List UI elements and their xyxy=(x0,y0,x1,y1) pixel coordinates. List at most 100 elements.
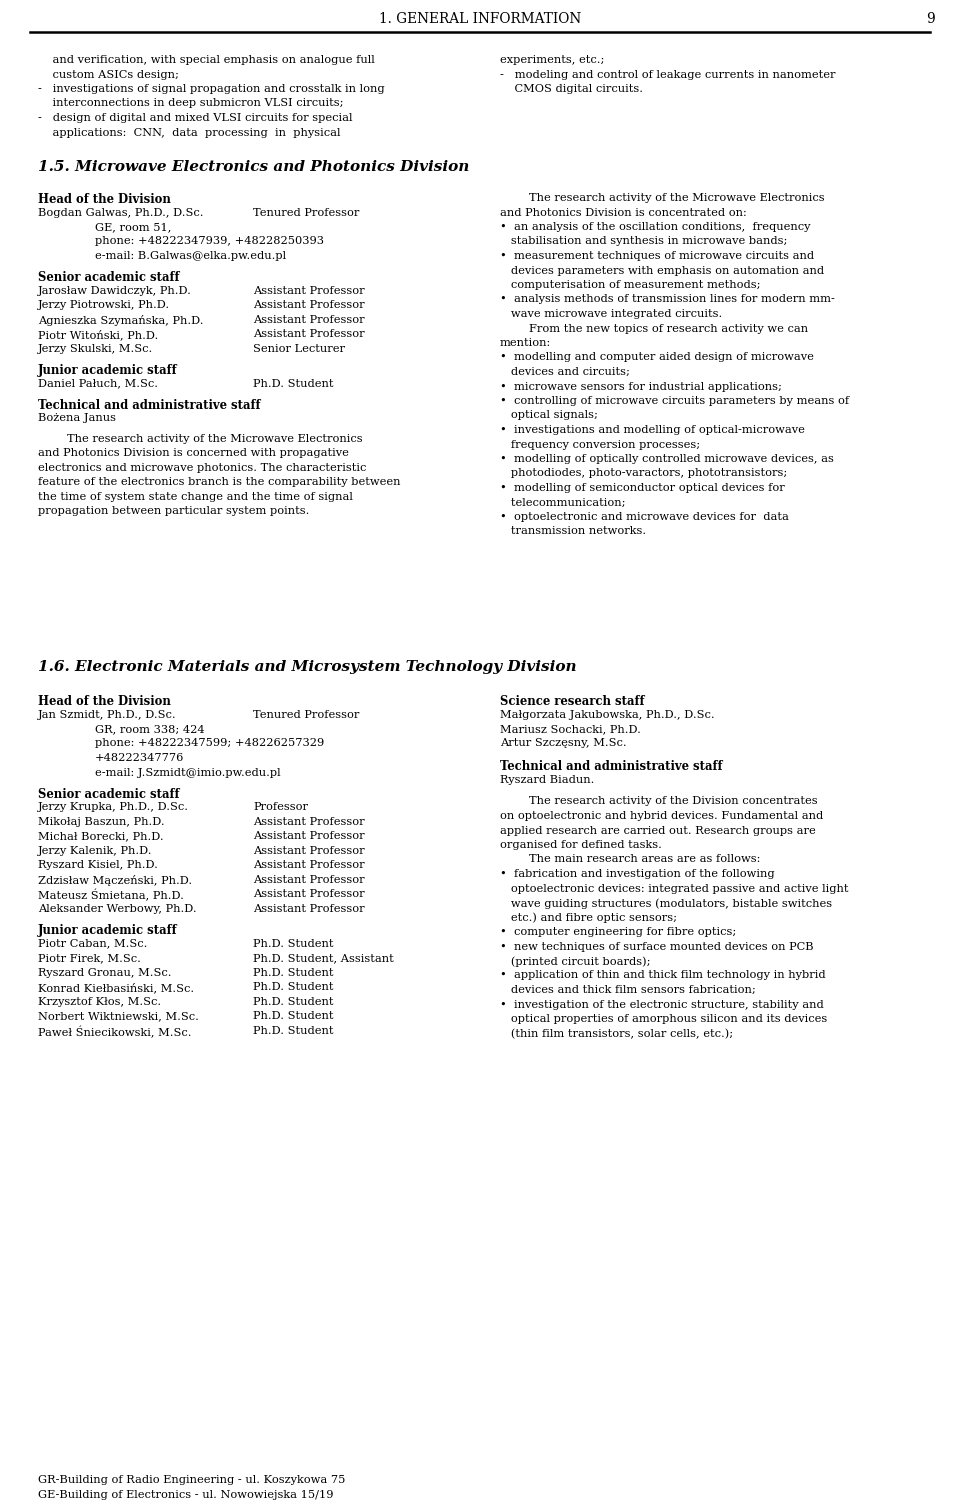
Text: and verification, with special emphasis on analogue full: and verification, with special emphasis … xyxy=(38,54,374,65)
Text: Zdzisław Mączeński, Ph.D.: Zdzisław Mączeński, Ph.D. xyxy=(38,875,192,886)
Text: (printed circuit boards);: (printed circuit boards); xyxy=(500,957,651,967)
Text: devices parameters with emphasis on automation and: devices parameters with emphasis on auto… xyxy=(500,266,824,276)
Text: Małgorzata Jakubowska, Ph.D., D.Sc.: Małgorzata Jakubowska, Ph.D., D.Sc. xyxy=(500,709,714,720)
Text: organised for defined tasks.: organised for defined tasks. xyxy=(500,841,661,850)
Text: electronics and microwave photonics. The characteristic: electronics and microwave photonics. The… xyxy=(38,463,367,472)
Text: Assistant Professor: Assistant Professor xyxy=(253,831,365,842)
Text: Ph.D. Student: Ph.D. Student xyxy=(253,379,333,389)
Text: and Photonics Division is concerned with propagative: and Photonics Division is concerned with… xyxy=(38,448,348,459)
Text: •  computer engineering for fibre optics;: • computer engineering for fibre optics; xyxy=(500,927,736,937)
Text: Ryszard Kisiel, Ph.D.: Ryszard Kisiel, Ph.D. xyxy=(38,860,157,871)
Text: GE, room 51,: GE, room 51, xyxy=(95,222,172,232)
Text: Technical and administrative staff: Technical and administrative staff xyxy=(38,398,260,412)
Text: •  controlling of microwave circuits parameters by means of: • controlling of microwave circuits para… xyxy=(500,395,850,406)
Text: 1.5. Microwave Electronics and Photonics Division: 1.5. Microwave Electronics and Photonics… xyxy=(38,160,469,174)
Text: •  application of thin and thick film technology in hybrid: • application of thin and thick film tec… xyxy=(500,970,826,981)
Text: on optoelectronic and hybrid devices. Fundamental and: on optoelectronic and hybrid devices. Fu… xyxy=(500,810,824,821)
Text: •  investigation of the electronic structure, stability and: • investigation of the electronic struct… xyxy=(500,999,824,1010)
Text: Ryszard Biadun.: Ryszard Biadun. xyxy=(500,774,594,785)
Text: Assistant Professor: Assistant Professor xyxy=(253,904,365,914)
Text: Senior Lecturer: Senior Lecturer xyxy=(253,344,345,353)
Text: •  analysis methods of transmission lines for modern mm-: • analysis methods of transmission lines… xyxy=(500,294,835,305)
Text: Ryszard Gronau, M.Sc.: Ryszard Gronau, M.Sc. xyxy=(38,967,172,978)
Text: •  optoelectronic and microwave devices for  data: • optoelectronic and microwave devices f… xyxy=(500,512,789,522)
Text: •  microwave sensors for industrial applications;: • microwave sensors for industrial appli… xyxy=(500,382,781,391)
Text: telecommunication;: telecommunication; xyxy=(500,498,626,507)
Text: The main research areas are as follows:: The main research areas are as follows: xyxy=(500,854,760,865)
Text: Head of the Division: Head of the Division xyxy=(38,696,171,708)
Text: computerisation of measurement methods;: computerisation of measurement methods; xyxy=(500,281,760,290)
Text: frequency conversion processes;: frequency conversion processes; xyxy=(500,439,700,450)
Text: Tenured Professor: Tenured Professor xyxy=(253,208,359,217)
Text: photodiodes, photo-varactors, phototransistors;: photodiodes, photo-varactors, phototrans… xyxy=(500,468,787,478)
Text: devices and thick film sensors fabrication;: devices and thick film sensors fabricati… xyxy=(500,985,756,994)
Text: The research activity of the Division concentrates: The research activity of the Division co… xyxy=(500,797,818,806)
Text: Assistant Professor: Assistant Professor xyxy=(253,300,365,311)
Text: Head of the Division: Head of the Division xyxy=(38,193,171,207)
Text: Mariusz Sochacki, Ph.D.: Mariusz Sochacki, Ph.D. xyxy=(500,724,641,733)
Text: 1.6. Electronic Materials and Microsystem Technology Division: 1.6. Electronic Materials and Microsyste… xyxy=(38,659,577,675)
Text: Science research staff: Science research staff xyxy=(500,696,644,708)
Text: devices and circuits;: devices and circuits; xyxy=(500,367,630,377)
Text: +48222347776: +48222347776 xyxy=(95,753,184,764)
Text: phone: +48222347939, +48228250393: phone: +48222347939, +48228250393 xyxy=(95,237,324,246)
Text: Assistant Professor: Assistant Professor xyxy=(253,875,365,884)
Text: The research activity of the Microwave Electronics: The research activity of the Microwave E… xyxy=(38,433,363,444)
Text: propagation between particular system points.: propagation between particular system po… xyxy=(38,506,309,516)
Text: Tenured Professor: Tenured Professor xyxy=(253,709,359,720)
Text: optoelectronic devices: integrated passive and active light: optoelectronic devices: integrated passi… xyxy=(500,883,849,893)
Text: Ph.D. Student: Ph.D. Student xyxy=(253,996,333,1007)
Text: Assistant Professor: Assistant Professor xyxy=(253,847,365,856)
Text: Jerzy Krupka, Ph.D., D.Sc.: Jerzy Krupka, Ph.D., D.Sc. xyxy=(38,803,189,812)
Text: Ph.D. Student: Ph.D. Student xyxy=(253,1026,333,1035)
Text: optical signals;: optical signals; xyxy=(500,410,598,421)
Text: Norbert Wiktniewski, M.Sc.: Norbert Wiktniewski, M.Sc. xyxy=(38,1011,199,1022)
Text: interconnections in deep submicron VLSI circuits;: interconnections in deep submicron VLSI … xyxy=(38,98,344,109)
Text: optical properties of amorphous silicon and its devices: optical properties of amorphous silicon … xyxy=(500,1014,828,1025)
Text: •  fabrication and investigation of the following: • fabrication and investigation of the f… xyxy=(500,869,775,880)
Text: Piotr Witoński, Ph.D.: Piotr Witoński, Ph.D. xyxy=(38,329,158,340)
Text: Ph.D. Student: Ph.D. Student xyxy=(253,982,333,991)
Text: e-mail: B.Galwas@elka.pw.edu.pl: e-mail: B.Galwas@elka.pw.edu.pl xyxy=(95,250,286,261)
Text: GR, room 338; 424: GR, room 338; 424 xyxy=(95,724,204,733)
Text: feature of the electronics branch is the comparability between: feature of the electronics branch is the… xyxy=(38,477,400,487)
Text: (thin film transistors, solar cells, etc.);: (thin film transistors, solar cells, etc… xyxy=(500,1029,733,1038)
Text: Jarosław Dawidczyk, Ph.D.: Jarosław Dawidczyk, Ph.D. xyxy=(38,285,192,296)
Text: •  modelling and computer aided design of microwave: • modelling and computer aided design of… xyxy=(500,353,814,362)
Text: stabilisation and synthesis in microwave bands;: stabilisation and synthesis in microwave… xyxy=(500,237,787,246)
Text: -   design of digital and mixed VLSI circuits for special: - design of digital and mixed VLSI circu… xyxy=(38,113,352,124)
Text: Jerzy Piotrowski, Ph.D.: Jerzy Piotrowski, Ph.D. xyxy=(38,300,170,311)
Text: Senior academic staff: Senior academic staff xyxy=(38,788,180,801)
Text: Daniel Pałuch, M.Sc.: Daniel Pałuch, M.Sc. xyxy=(38,379,158,389)
Text: Assistant Professor: Assistant Professor xyxy=(253,285,365,296)
Text: -   investigations of signal propagation and crosstalk in long: - investigations of signal propagation a… xyxy=(38,85,385,94)
Text: Piotr Firek, M.Sc.: Piotr Firek, M.Sc. xyxy=(38,954,141,963)
Text: Technical and administrative staff: Technical and administrative staff xyxy=(500,761,723,773)
Text: •  an analysis of the oscillation conditions,  frequency: • an analysis of the oscillation conditi… xyxy=(500,222,810,232)
Text: Junior academic staff: Junior academic staff xyxy=(38,364,178,377)
Text: 1. GENERAL INFORMATION: 1. GENERAL INFORMATION xyxy=(379,12,581,26)
Text: Assistant Professor: Assistant Professor xyxy=(253,860,365,871)
Text: CMOS digital circuits.: CMOS digital circuits. xyxy=(500,85,643,94)
Text: Agnieszka Szymańska, Ph.D.: Agnieszka Szymańska, Ph.D. xyxy=(38,315,204,326)
Text: Assistant Professor: Assistant Professor xyxy=(253,315,365,324)
Text: wave microwave integrated circuits.: wave microwave integrated circuits. xyxy=(500,309,722,318)
Text: Professor: Professor xyxy=(253,803,308,812)
Text: •  modelling of optically controlled microwave devices, as: • modelling of optically controlled micr… xyxy=(500,454,834,463)
Text: applied research are carried out. Research groups are: applied research are carried out. Resear… xyxy=(500,825,816,836)
Text: mention:: mention: xyxy=(500,338,551,349)
Text: Mikołaj Baszun, Ph.D.: Mikołaj Baszun, Ph.D. xyxy=(38,816,164,827)
Text: applications:  CNN,  data  processing  in  physical: applications: CNN, data processing in ph… xyxy=(38,127,341,137)
Text: the time of system state change and the time of signal: the time of system state change and the … xyxy=(38,492,353,501)
Text: Ph.D. Student: Ph.D. Student xyxy=(253,1011,333,1022)
Text: •  measurement techniques of microwave circuits and: • measurement techniques of microwave ci… xyxy=(500,250,814,261)
Text: Senior academic staff: Senior academic staff xyxy=(38,272,180,284)
Text: Konrad Kiełbasiński, M.Sc.: Konrad Kiełbasiński, M.Sc. xyxy=(38,982,194,993)
Text: experiments, etc.;: experiments, etc.; xyxy=(500,54,605,65)
Text: etc.) and fibre optic sensors;: etc.) and fibre optic sensors; xyxy=(500,913,677,924)
Text: Michał Borecki, Ph.D.: Michał Borecki, Ph.D. xyxy=(38,831,163,842)
Text: Jerzy Kalenik, Ph.D.: Jerzy Kalenik, Ph.D. xyxy=(38,847,153,856)
Text: Jerzy Skulski, M.Sc.: Jerzy Skulski, M.Sc. xyxy=(38,344,154,353)
Text: Bożena Janus: Bożena Janus xyxy=(38,413,116,424)
Text: -   modeling and control of leakage currents in nanometer: - modeling and control of leakage curren… xyxy=(500,69,835,80)
